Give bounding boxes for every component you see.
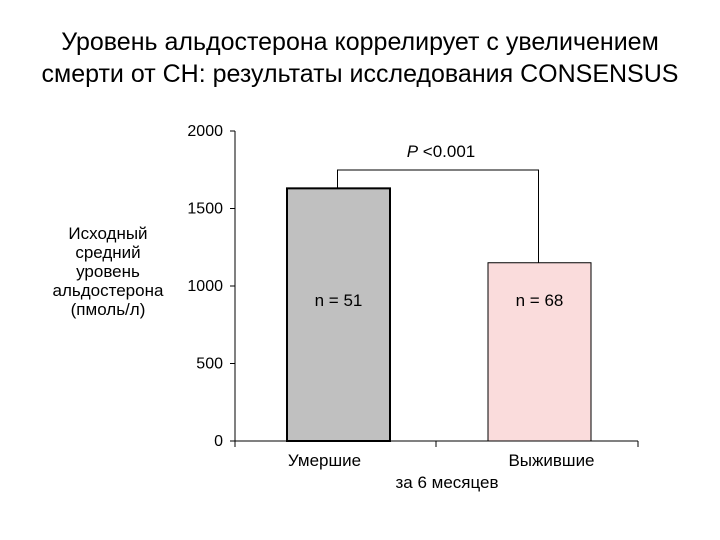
bar-1	[286, 187, 391, 442]
title-line-2: смерти от СН: результаты исследования CO…	[41, 60, 679, 88]
x-category-label: Выжившие	[508, 451, 594, 470]
y-label-line-4: альдостерона	[52, 281, 164, 300]
title-line-1: Уровень альдостерона коррелирует с увели…	[61, 28, 659, 56]
y-label-line-2: средний	[75, 243, 141, 262]
y-tick-label: 1000	[187, 278, 223, 295]
y-label-line-5: (пмоль/л)	[70, 300, 146, 319]
y-label-line-3: уровень	[76, 262, 140, 281]
x-axis-label: за 6 месяцев	[395, 473, 498, 492]
y-tick-label: 1500	[187, 201, 223, 218]
y-tick-label: 500	[196, 356, 223, 373]
y-tick-label: 2000	[187, 123, 223, 140]
bar-n-label: n = 68	[516, 291, 564, 310]
y-tick-label: 0	[214, 433, 223, 450]
x-category-label: Умершие	[288, 451, 361, 470]
y-axis-label: Исходный средний уровень альдостерона (п…	[38, 224, 178, 319]
p-value-label: P <0.001	[407, 142, 476, 161]
y-label-line-1: Исходный	[68, 224, 148, 243]
significance-bracket	[337, 169, 539, 263]
bar-2	[487, 262, 592, 442]
chart-title: Уровень альдостерона коррелирует с увели…	[0, 26, 720, 90]
bar-n-label: n = 51	[315, 291, 363, 310]
